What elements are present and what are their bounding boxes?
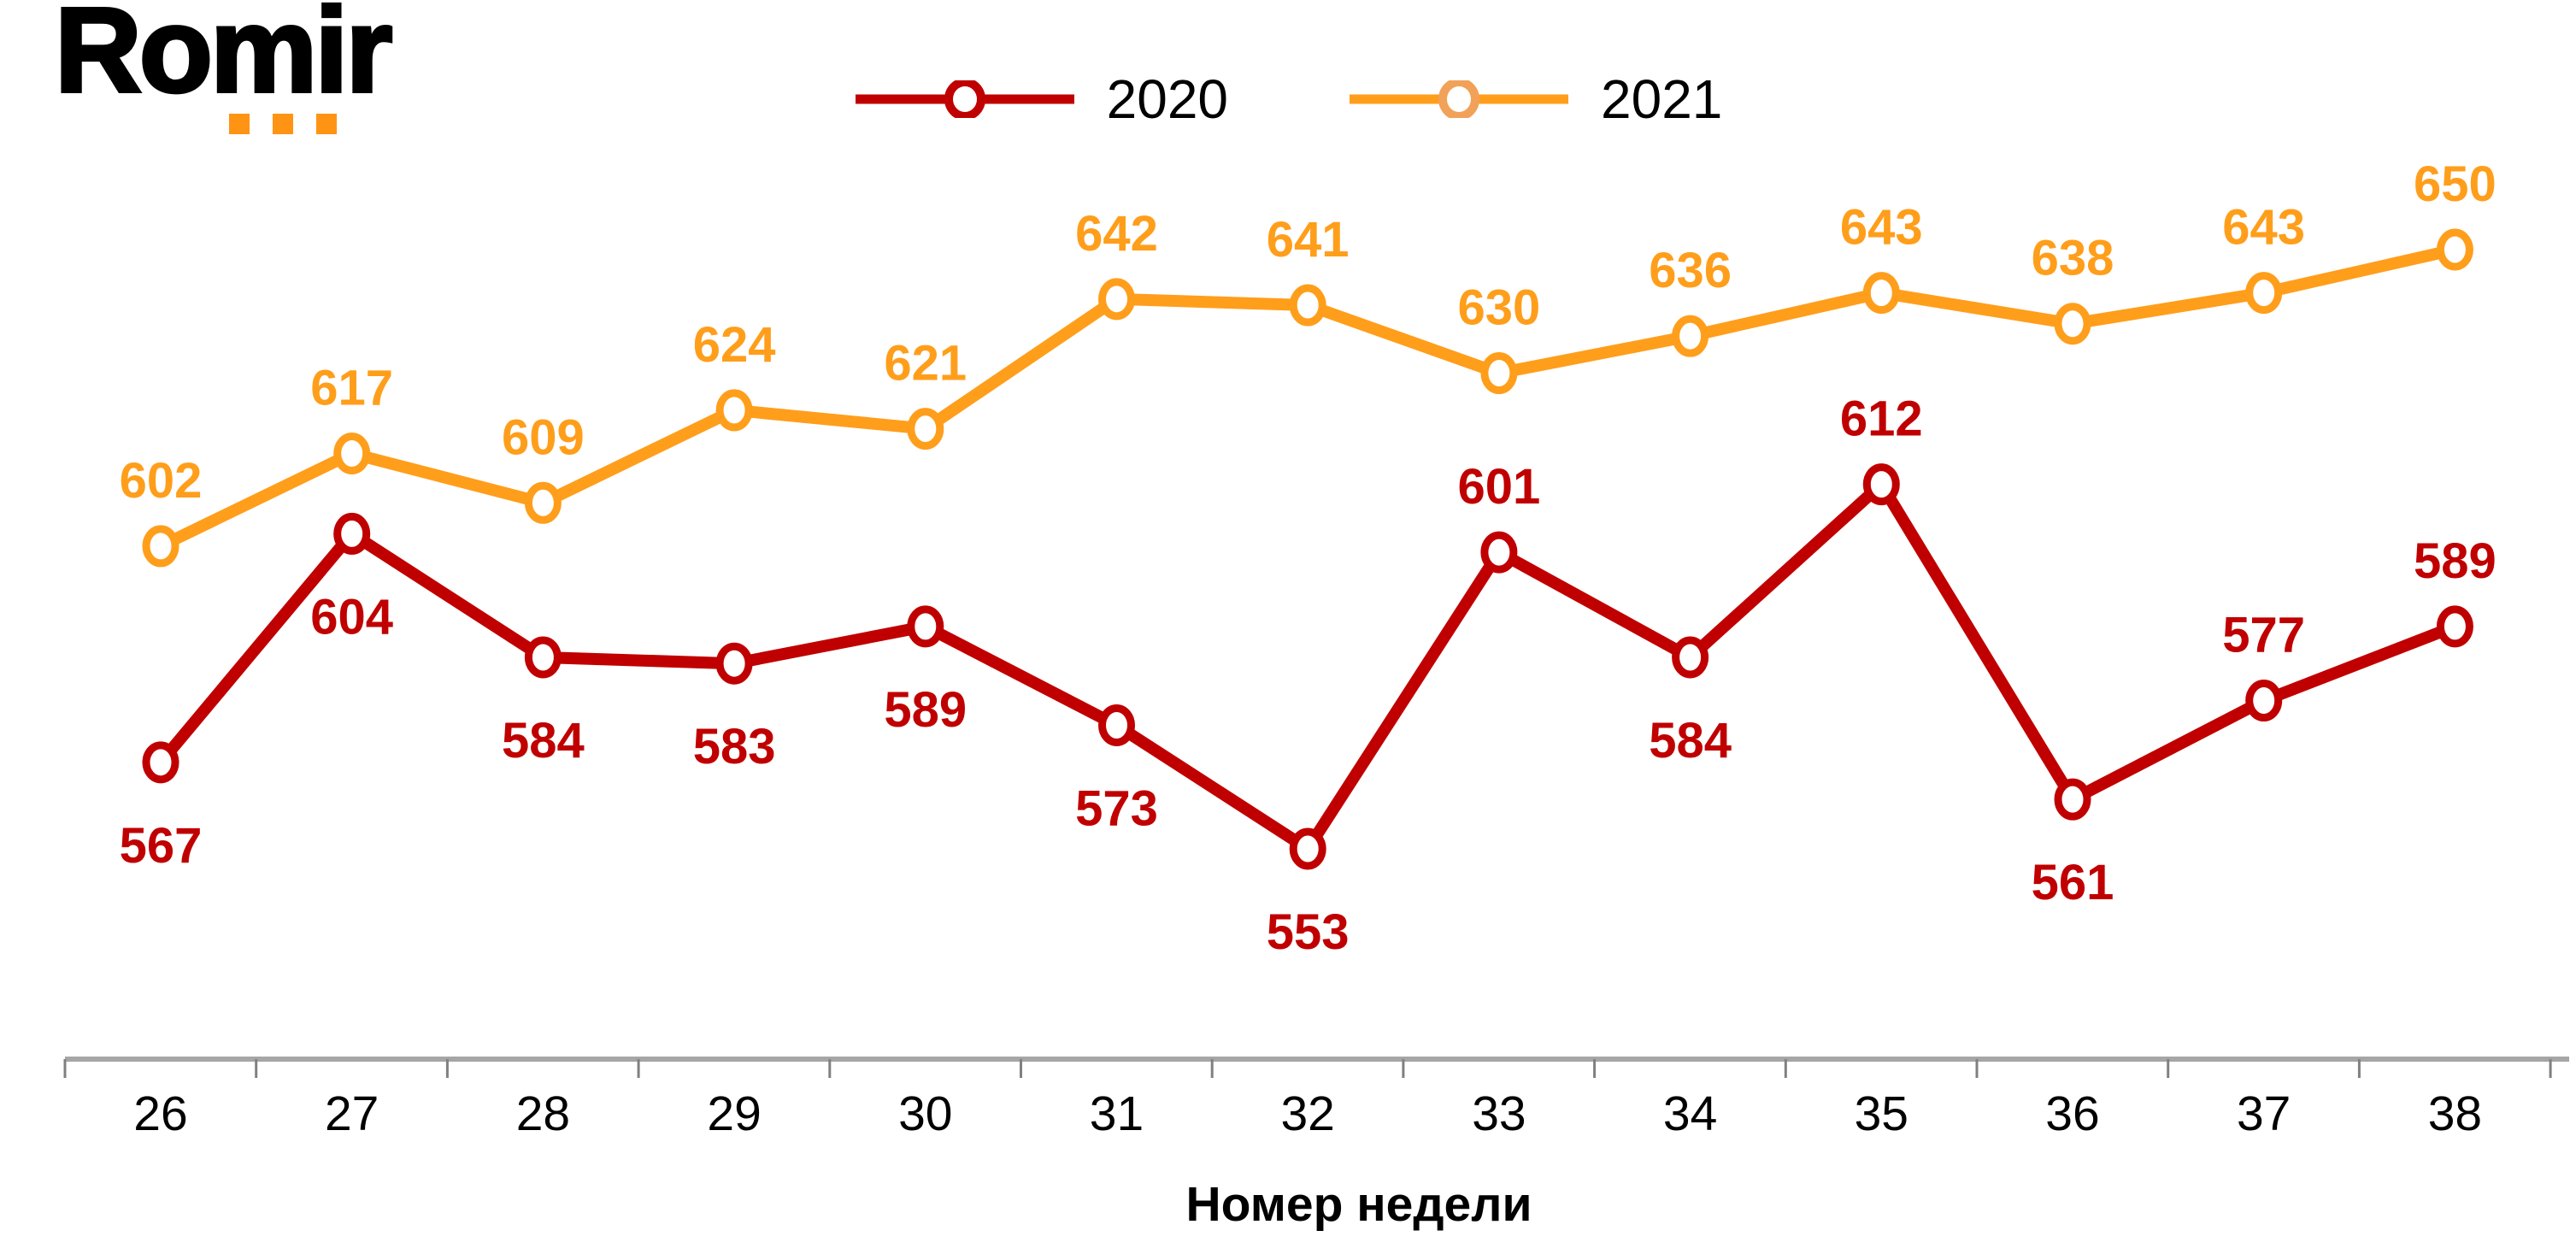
data-point-marker-2021 bbox=[333, 432, 371, 474]
data-point-marker-2021 bbox=[1289, 284, 1326, 327]
chart-legend: 2020 2021 bbox=[0, 72, 2576, 127]
data-label-2020: 604 bbox=[310, 589, 393, 645]
data-label-2021: 643 bbox=[1840, 200, 1923, 256]
romir-logo-dots bbox=[229, 114, 337, 134]
data-point-marker-2020 bbox=[907, 605, 944, 648]
data-point-marker-2021 bbox=[1862, 272, 1900, 315]
data-label-2021: 602 bbox=[120, 453, 203, 509]
data-point-marker-2020 bbox=[333, 512, 371, 555]
x-axis-tick-label: 37 bbox=[2237, 1086, 2291, 1141]
data-label-2020: 589 bbox=[2414, 533, 2497, 589]
logo-dot bbox=[273, 114, 293, 134]
data-label-2020: 584 bbox=[502, 713, 585, 768]
data-point-marker-2020 bbox=[715, 642, 753, 685]
romir-logo: Romir bbox=[53, 0, 394, 134]
x-axis-tick-label: 33 bbox=[1472, 1086, 1526, 1141]
data-label-2021: 638 bbox=[2032, 231, 2114, 286]
logo-dot bbox=[229, 114, 250, 134]
data-label-2020: 577 bbox=[2222, 608, 2305, 663]
data-label-2021: 624 bbox=[693, 317, 776, 373]
data-label-2021: 621 bbox=[884, 336, 967, 392]
data-point-marker-2020 bbox=[2054, 778, 2091, 821]
data-label-2020: 584 bbox=[1649, 713, 1732, 768]
x-axis-tick-label: 31 bbox=[1090, 1086, 1144, 1141]
logo-dot bbox=[316, 114, 337, 134]
data-point-marker-2020 bbox=[1862, 463, 1900, 506]
data-point-marker-2021 bbox=[2436, 228, 2473, 271]
data-label-2020: 573 bbox=[1075, 780, 1158, 836]
data-label-2020: 589 bbox=[884, 682, 967, 738]
data-label-2021: 642 bbox=[1075, 206, 1158, 262]
x-axis-tick-label: 35 bbox=[1855, 1086, 1908, 1141]
x-axis-tick-label: 29 bbox=[707, 1086, 761, 1141]
data-point-marker-2020 bbox=[2436, 605, 2473, 648]
data-label-2021: 636 bbox=[1649, 243, 1732, 298]
data-point-marker-2020 bbox=[142, 741, 179, 784]
legend-label-2021: 2021 bbox=[1601, 68, 1723, 130]
data-point-marker-2021 bbox=[1480, 352, 1518, 395]
data-point-marker-2021 bbox=[1672, 315, 1709, 357]
x-axis-tick-label: 27 bbox=[325, 1086, 379, 1141]
data-point-marker-2021 bbox=[907, 408, 944, 450]
data-label-2020: 553 bbox=[1267, 904, 1350, 960]
x-axis-title: Номер недели bbox=[1185, 1177, 1532, 1232]
x-axis-tick-label: 26 bbox=[133, 1086, 187, 1141]
data-label-2021: 630 bbox=[1458, 280, 1541, 336]
data-point-marker-2021 bbox=[2245, 272, 2283, 315]
data-label-2020: 612 bbox=[1840, 392, 1923, 447]
data-point-marker-2021 bbox=[1098, 278, 1135, 321]
data-point-marker-2020 bbox=[1672, 636, 1709, 679]
data-point-marker-2020 bbox=[1098, 704, 1135, 746]
data-point-marker-2020 bbox=[1480, 531, 1518, 574]
data-point-marker-2020 bbox=[2245, 680, 2283, 722]
data-label-2021: 650 bbox=[2414, 156, 2497, 212]
data-label-2021: 641 bbox=[1267, 212, 1350, 268]
data-label-2020: 601 bbox=[1458, 459, 1541, 515]
romir-logo-text: Romir bbox=[53, 0, 394, 117]
data-point-marker-2020 bbox=[1289, 827, 1326, 870]
data-point-marker-2021 bbox=[715, 389, 753, 432]
data-point-marker-2020 bbox=[524, 636, 562, 679]
series-line-2020 bbox=[155, 478, 2461, 855]
x-axis-tick-label: 38 bbox=[2428, 1086, 2482, 1141]
data-label-2020: 561 bbox=[2032, 855, 2114, 910]
legend-line-marker-icon bbox=[855, 80, 1074, 118]
data-label-2020: 567 bbox=[120, 818, 203, 874]
data-label-2021: 609 bbox=[502, 409, 585, 465]
x-axis-tick-label: 28 bbox=[516, 1086, 570, 1141]
data-label-2021: 643 bbox=[2222, 200, 2305, 256]
x-axis-tick-label: 36 bbox=[2045, 1086, 2099, 1141]
legend-item-2020: 2020 bbox=[854, 72, 1228, 127]
data-label-2020: 583 bbox=[693, 719, 776, 774]
legend-line-marker-icon bbox=[1350, 80, 1568, 118]
x-axis-tick-label: 34 bbox=[1663, 1086, 1717, 1141]
data-point-marker-2021 bbox=[2054, 303, 2091, 345]
legend-label-2020: 2020 bbox=[1106, 68, 1228, 130]
x-axis-tick-label: 30 bbox=[898, 1086, 952, 1141]
data-point-marker-2021 bbox=[524, 481, 562, 524]
data-point-marker-2021 bbox=[142, 525, 179, 568]
data-label-2021: 617 bbox=[310, 360, 393, 415]
x-axis-tick-label: 32 bbox=[1280, 1086, 1334, 1141]
legend-item-2021: 2021 bbox=[1348, 72, 1722, 127]
